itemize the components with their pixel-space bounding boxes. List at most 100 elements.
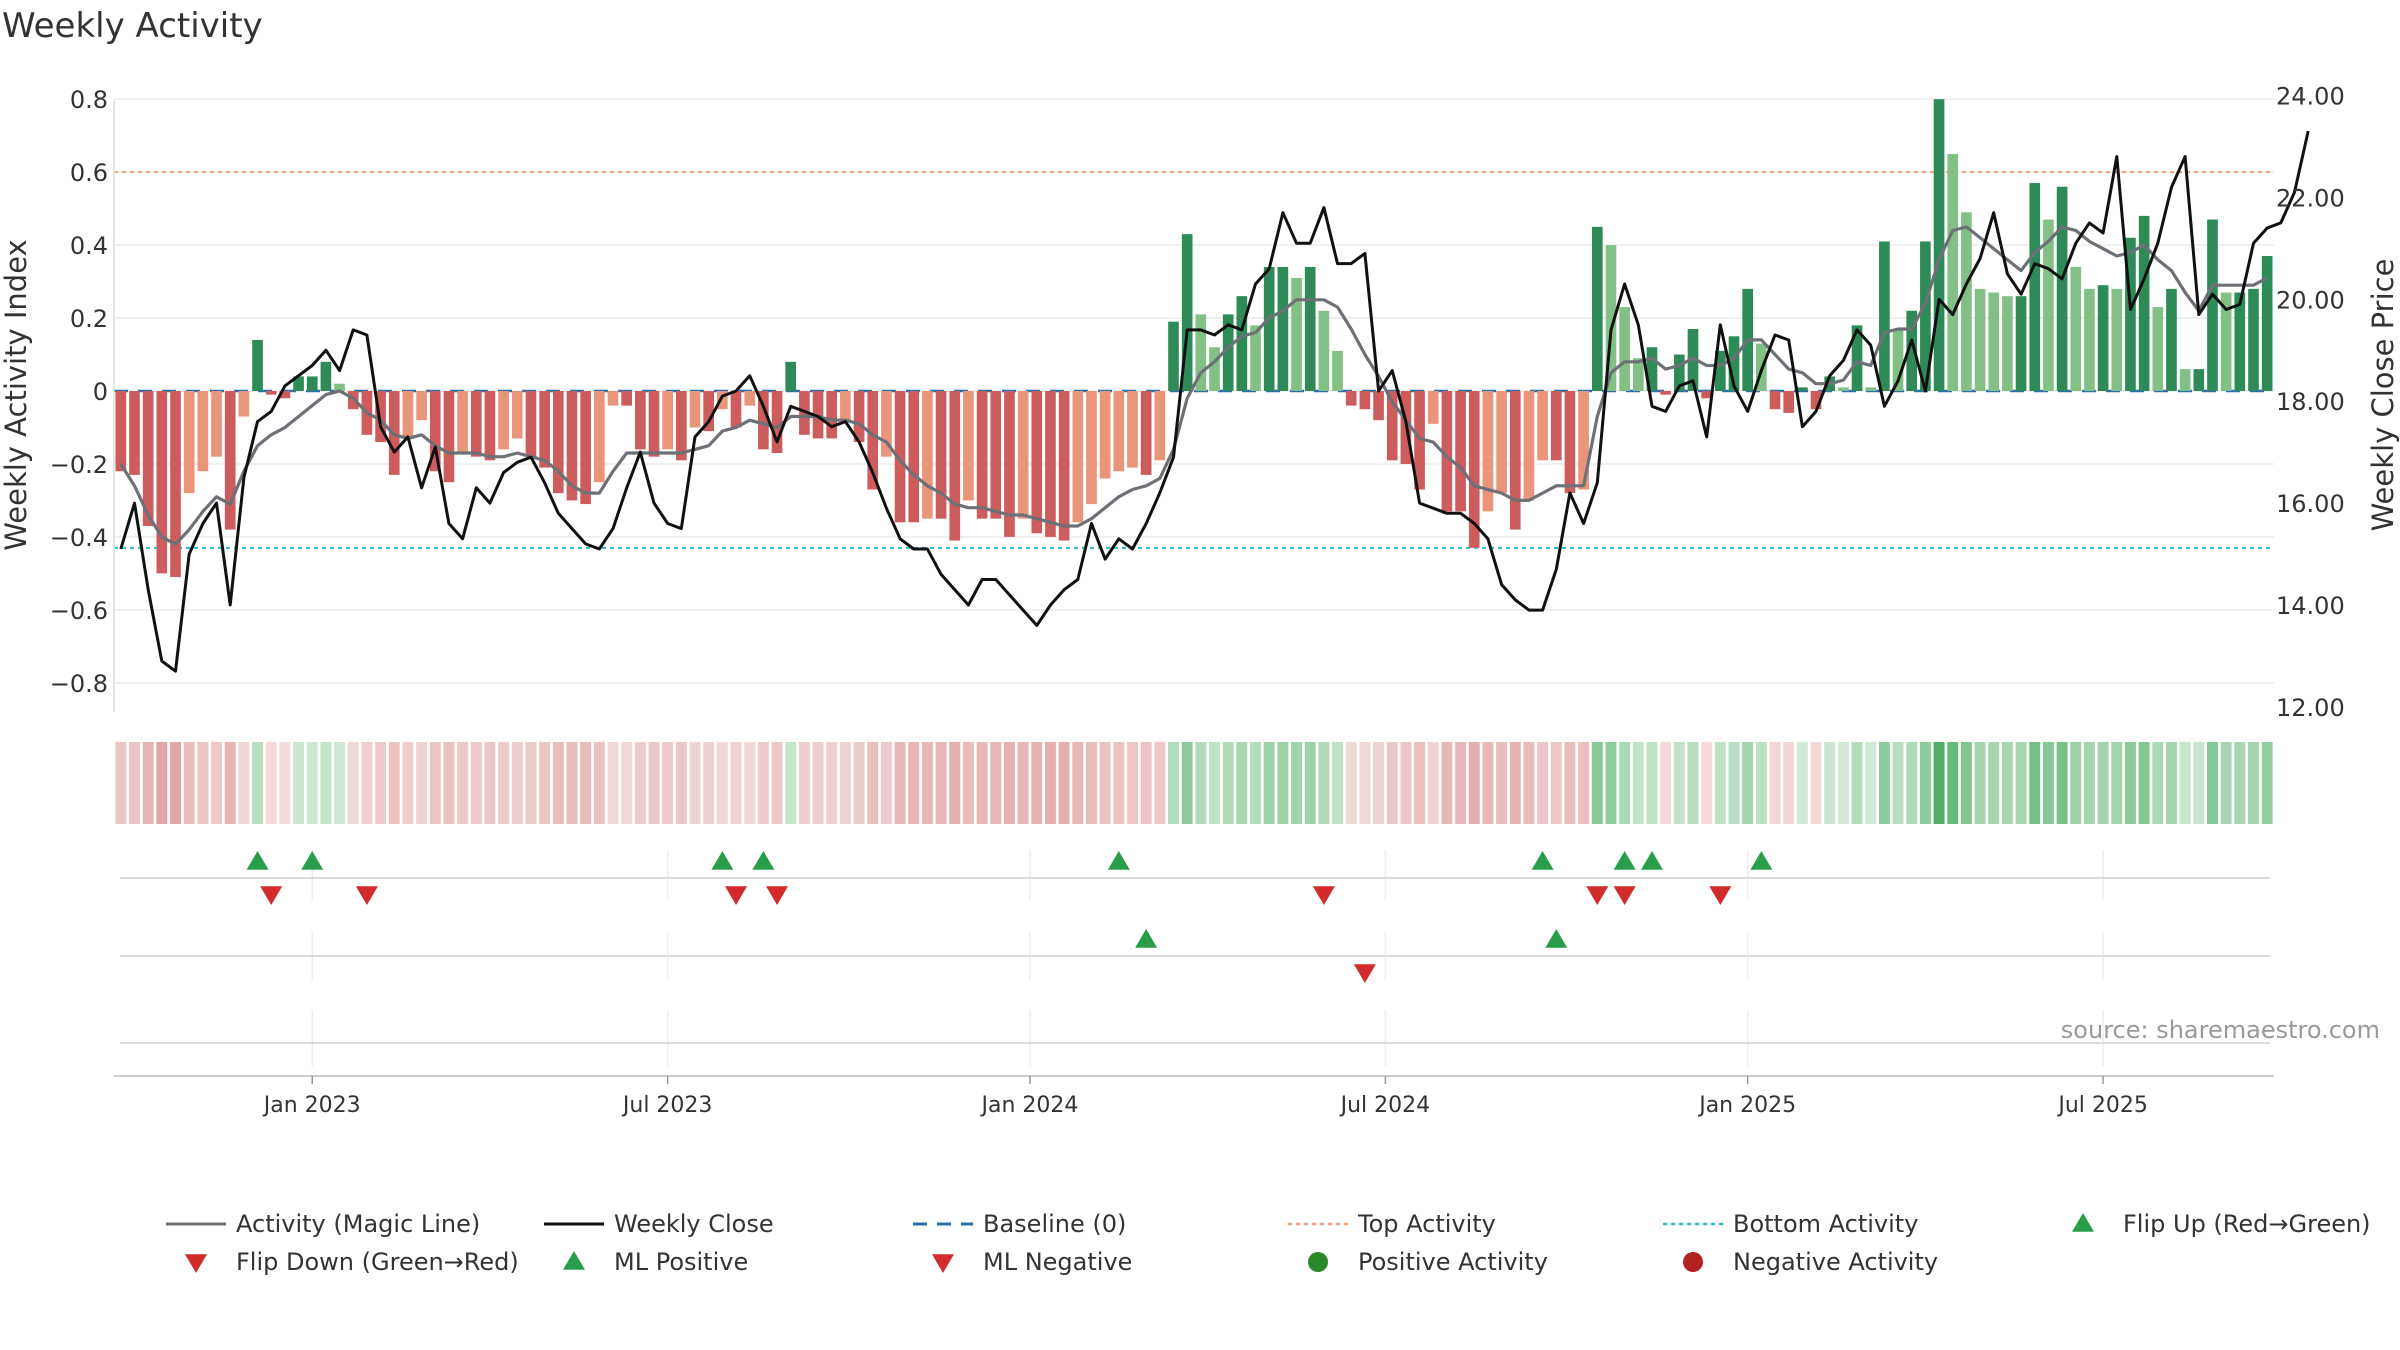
legend-entry: Activity (Magic Line) [166, 1210, 480, 1238]
ml-positive-marker [1545, 929, 1568, 948]
heat-cell [1263, 742, 1275, 824]
activity-bar [1523, 391, 1535, 501]
legend-swatch [932, 1254, 954, 1273]
activity-bar [621, 391, 632, 406]
heat-cell [1345, 742, 1357, 824]
heat-cell [894, 742, 906, 824]
activity-bar [1455, 391, 1466, 512]
heat-cell [238, 742, 250, 824]
legend-label: Negative Activity [1733, 1248, 1938, 1276]
heat-cell [1550, 742, 1562, 824]
y2-tick-label: 24.00 [2276, 82, 2345, 110]
heat-cell [129, 742, 140, 824]
heat-cell [1455, 742, 1467, 824]
activity-bar [1632, 358, 1644, 391]
activity-bar [1058, 391, 1070, 541]
activity-bar [922, 391, 933, 519]
heat-cell [1017, 742, 1029, 824]
heat-cell [1906, 742, 1918, 824]
heat-cell [1701, 742, 1713, 824]
heat-cell [607, 742, 619, 824]
flip-up-marker [1531, 851, 1554, 870]
flip-up-marker [1640, 851, 1663, 870]
heat-cell [1127, 742, 1138, 824]
activity-bar [1072, 391, 1084, 523]
heat-cell [1304, 742, 1316, 824]
heat-cell [361, 742, 373, 824]
activity-bar [676, 391, 687, 461]
x-tick-label: Jan 2023 [262, 1093, 361, 1118]
heat-cell [2152, 742, 2164, 824]
heat-cell [716, 742, 728, 824]
heat-cell [1660, 742, 1672, 824]
y-axis-label: Weekly Activity Index [0, 239, 33, 550]
legend-entry: Positive Activity [1308, 1248, 1548, 1276]
heat-cell [2042, 742, 2054, 824]
heat-cell [962, 742, 974, 824]
heat-cell [1851, 742, 1863, 824]
heat-cell [1742, 742, 1754, 824]
activity-bar [1673, 354, 1685, 391]
heat-cell [1988, 742, 2000, 824]
heat-cell [1441, 742, 1453, 824]
y-tick-label: −0.2 [50, 451, 108, 479]
heat-cell [1386, 742, 1398, 824]
activity-bar [115, 391, 127, 472]
heat-cell [1058, 742, 1070, 824]
ml-negative-marker [1353, 964, 1376, 983]
activity-bar [2207, 219, 2218, 391]
legend-entry: Top Activity [1288, 1210, 1496, 1238]
heat-cell [1810, 742, 1822, 824]
heat-cell [2070, 742, 2082, 824]
signal-markers [246, 851, 1773, 983]
heat-cell [935, 742, 947, 824]
heat-cell [1578, 742, 1590, 824]
activity-bar [2152, 307, 2164, 391]
heat-cell [1209, 742, 1220, 824]
heat-cell [1113, 742, 1125, 824]
activity-bar [511, 391, 523, 439]
activity-bar [498, 391, 509, 450]
heat-cell [347, 742, 359, 824]
flip-down-marker [260, 886, 283, 905]
heat-cell [771, 742, 783, 824]
legend-label: Positive Activity [1358, 1248, 1548, 1276]
heat-cell [2234, 742, 2246, 824]
heat-cell [1673, 742, 1685, 824]
activity-bar [935, 391, 947, 519]
legend-swatch [1683, 1252, 1703, 1272]
x-tick-label: Jul 2024 [1339, 1093, 1431, 1118]
heat-cell [2220, 742, 2232, 824]
activity-bar [1714, 350, 1726, 391]
x-tick-label: Jul 2025 [2056, 1093, 2148, 1118]
activity-bar [853, 391, 865, 443]
activity-bar [2111, 288, 2123, 391]
y2-tick-label: 12.00 [2276, 694, 2345, 722]
flip-up-marker [301, 851, 324, 870]
activity-bar [470, 391, 482, 457]
heat-cell [197, 742, 209, 824]
x-tick-label: Jul 2023 [621, 1093, 713, 1118]
heat-cell [429, 742, 441, 824]
activity-bar [1591, 226, 1603, 391]
activity-bar [826, 391, 838, 439]
heat-cell [730, 742, 742, 824]
flip-down-marker [1586, 886, 1609, 905]
weekly-close-series [119, 130, 2310, 673]
activity-bar [224, 391, 236, 530]
legend-label: Flip Down (Green→Red) [236, 1248, 519, 1276]
legend-label: Bottom Activity [1733, 1210, 1918, 1238]
activity-bar [1947, 153, 1959, 391]
heat-cell [252, 742, 264, 824]
activity-bar [894, 391, 906, 523]
heat-cell [1714, 742, 1726, 824]
heat-cell [1824, 742, 1836, 824]
heat-cell [1687, 742, 1699, 824]
heat-cell [2138, 742, 2150, 824]
heat-cell [1291, 742, 1302, 824]
activity-bar [2056, 186, 2068, 391]
heat-cell [566, 742, 578, 824]
heat-cell [1332, 742, 1344, 824]
heat-cell [1619, 742, 1631, 824]
